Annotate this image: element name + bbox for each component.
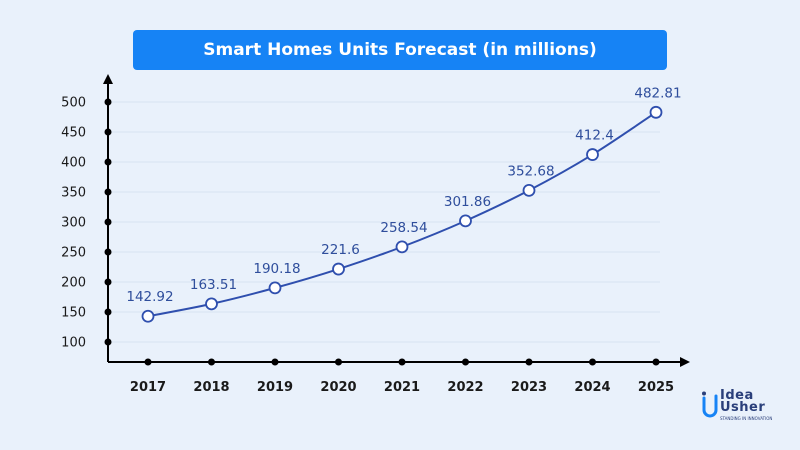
data-label: 412.4: [575, 128, 614, 144]
logo-word-usher: Usher: [720, 400, 766, 415]
y-tick-dot: [104, 248, 112, 256]
data-label: 482.81: [634, 85, 681, 101]
y-tick-dot: [104, 188, 112, 196]
x-tick-label: 2019: [257, 380, 293, 395]
data-point: [586, 148, 599, 161]
y-axis-arrow-icon: [103, 74, 113, 84]
x-tick-dot: [589, 358, 596, 366]
y-tick-label: 250: [61, 246, 86, 261]
x-tick-label: 2025: [638, 380, 674, 395]
data-label: 301.86: [444, 194, 491, 210]
data-label: 142.92: [126, 289, 173, 305]
x-tick-dot: [525, 358, 533, 366]
chart-title-bar: Smart Homes Units Forecast (in millions): [133, 30, 667, 70]
x-tick-dot: [271, 358, 279, 366]
y-tick-label: 100: [61, 336, 86, 351]
logo-tagline: STANDING IN INNOVATION: [720, 416, 773, 421]
y-tick-label: 300: [61, 216, 86, 231]
x-tick-label: 2023: [511, 380, 547, 395]
x-tick-label: 2021: [384, 380, 420, 395]
data-label: 221.6: [321, 242, 360, 258]
x-tick-label: 2017: [130, 380, 166, 395]
logo-word-idea: Idea: [720, 388, 754, 403]
data-point: [205, 297, 218, 311]
brand-logo: Idea Usher STANDING IN INNOVATION: [700, 388, 780, 424]
x-tick-label: 2018: [193, 380, 229, 395]
y-tick-label: 500: [61, 96, 86, 111]
x-tick-dot: [335, 358, 342, 366]
y-tick-label: 200: [61, 276, 86, 291]
x-tick-dot: [398, 358, 406, 366]
y-tick-dot: [104, 278, 112, 286]
chart-title: Smart Homes Units Forecast (in millions): [203, 40, 597, 60]
data-label: 190.18: [253, 261, 300, 277]
y-tick-label: 450: [61, 126, 86, 141]
x-tick-dot: [208, 358, 215, 366]
x-tick-label: 2024: [574, 380, 610, 395]
data-point: [459, 214, 472, 228]
y-tick-dot: [104, 218, 112, 226]
y-tick-dot: [104, 308, 112, 316]
data-point: [268, 281, 282, 295]
y-tick-label: 350: [61, 186, 86, 201]
y-tick-dot: [104, 158, 112, 166]
y-tick-dot: [104, 338, 112, 346]
x-axis-arrow-icon: [680, 357, 690, 367]
y-tick-label: 400: [61, 156, 86, 171]
data-label: 352.68: [507, 163, 554, 179]
data-label: 163.51: [190, 277, 237, 293]
data-point: [141, 309, 155, 323]
data-point: [332, 262, 345, 276]
x-tick-dot: [652, 358, 660, 366]
data-point: [395, 240, 409, 254]
x-tick-dot: [462, 358, 469, 366]
y-tick-dot: [104, 98, 112, 106]
x-tick-label: 2022: [447, 380, 483, 395]
x-tick-label: 2020: [320, 380, 356, 395]
data-label: 258.54: [380, 220, 427, 236]
data-point: [522, 183, 536, 197]
y-tick-label: 150: [61, 306, 86, 321]
ideausher-logo-icon: [702, 391, 718, 418]
y-tick-dot: [104, 128, 112, 136]
data-point: [649, 105, 663, 119]
x-tick-dot: [144, 358, 152, 366]
